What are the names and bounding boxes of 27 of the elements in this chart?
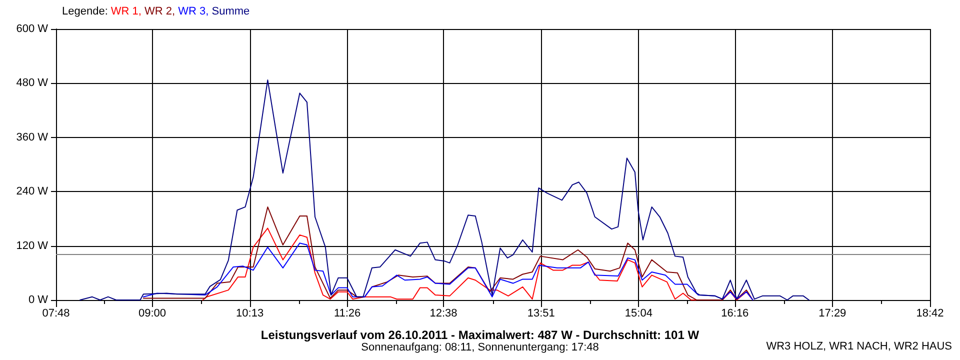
x-tick-label: 17:29 [818, 308, 846, 320]
y-tick-label: 600 W [16, 23, 49, 35]
x-tick-label: 18:42 [916, 308, 944, 320]
x-tick-label: 11:26 [334, 308, 361, 320]
text: WR 2, [144, 6, 178, 18]
x-tick-label: 16:16 [721, 308, 749, 320]
x-tick-label: 12:38 [430, 308, 458, 320]
y-tick-label: 480 W [16, 77, 49, 90]
text: WR 1, [110, 6, 145, 18]
x-tick-label: 10:13 [236, 308, 264, 320]
x-tick-label: 07:48 [42, 308, 70, 320]
y-tick-label: 120 W [16, 240, 49, 252]
text: Sonnenaufgang: 08:11, Sonnenuntergang: 17:48 [361, 342, 599, 354]
text: Leistungsverlauf vom 26.10.2011 - Maximalwert: 487 W - Durchschnitt: 101 W [260, 328, 700, 342]
x-tick-label: 13:51 [527, 308, 555, 320]
x-tick-label: 15:04 [624, 308, 652, 320]
legend-title: Legende: [62, 6, 111, 18]
line-series [80, 80, 810, 300]
y-tick-label: 360 W [16, 131, 49, 144]
text: WR3 HOLZ, WR1 NACH, WR2 HAUS [766, 340, 952, 352]
y-tick-label: 240 W [16, 186, 49, 198]
line-series [142, 206, 754, 300]
line-series [142, 242, 754, 300]
y-tick-label: 0 W [28, 294, 49, 306]
text: WR 3, [178, 6, 212, 18]
text: Summe [212, 6, 250, 18]
x-tick-label: 09:00 [138, 308, 166, 320]
